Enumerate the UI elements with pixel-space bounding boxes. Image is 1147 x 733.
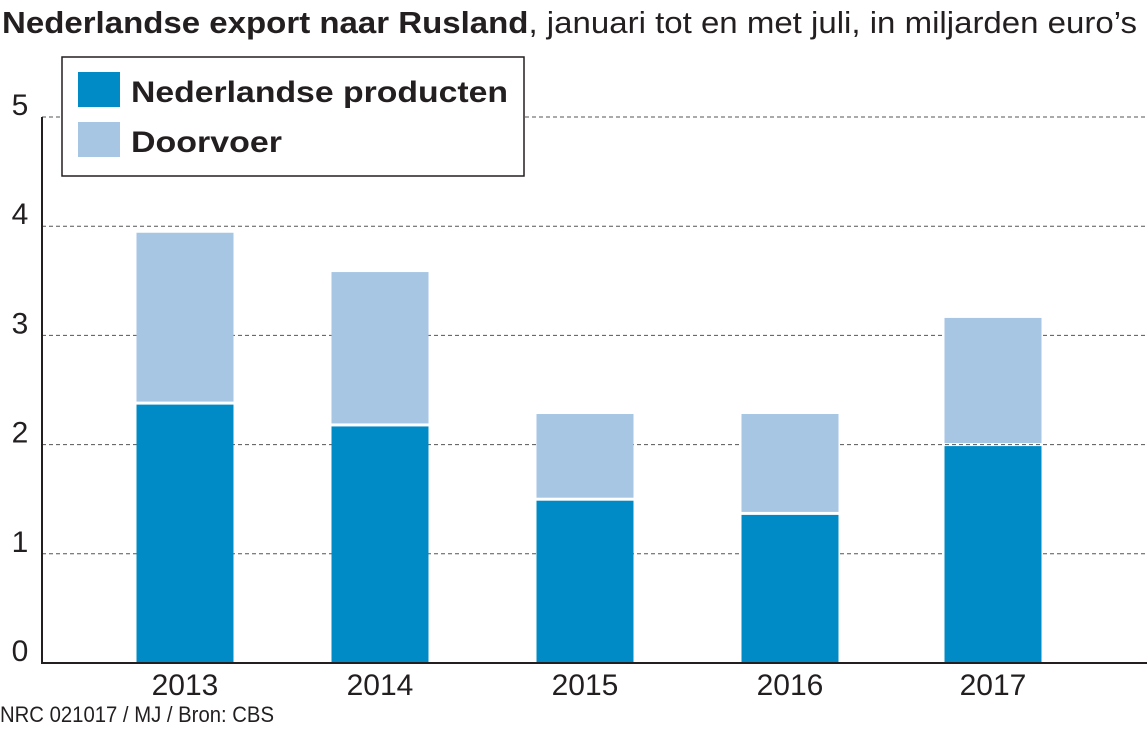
source-note: NRC 021017 / MJ / Bron: CBS (0, 702, 274, 727)
x-tick-label: 2014 (347, 669, 414, 702)
legend-swatch-doorvoer (78, 122, 120, 157)
bar-2016-nederlandse-producten (741, 514, 839, 663)
chart-title-rest: , januari tot en met juli, in miljarden … (528, 5, 1137, 40)
bar-2017-doorvoer (944, 317, 1042, 444)
y-tick-label: 5 (12, 89, 29, 122)
legend-label-doorvoer: Doorvoer (131, 126, 282, 159)
bar-2014-doorvoer (331, 272, 429, 424)
x-axis-labels: 2013 2014 2015 2016 2017 (152, 669, 1027, 702)
legend-swatch-nederlandse-producten (78, 72, 120, 107)
legend: Nederlandse producten Doorvoer (61, 56, 525, 177)
y-tick-label: 0 (12, 635, 29, 668)
bar-2013-nederlandse-producten (136, 404, 234, 663)
chart-title-bold: Nederlandse export naar Rusland (2, 5, 528, 40)
y-tick-label: 4 (12, 198, 29, 231)
y-tick-label: 3 (12, 307, 29, 340)
x-tick-label: 2016 (757, 669, 824, 702)
x-tick-label: 2017 (960, 669, 1027, 702)
y-tick-label: 2 (12, 417, 29, 450)
bar-2017-nederlandse-producten (944, 446, 1042, 663)
x-tick-label: 2013 (152, 669, 219, 702)
y-tick-label: 1 (12, 526, 29, 559)
bar-2015-nederlandse-producten (536, 500, 634, 663)
chart-title: Nederlandse export naar Rusland, januari… (2, 5, 1137, 40)
bar-2015-doorvoer (536, 414, 634, 498)
bar-2016-doorvoer (741, 414, 839, 512)
legend-label-nederlandse-producten: Nederlandse producten (131, 76, 508, 109)
legend-box (61, 56, 525, 177)
bar-2014-nederlandse-producten (331, 426, 429, 663)
bar-2013-doorvoer (136, 232, 234, 402)
y-axis-labels: 0 1 2 3 4 5 (12, 89, 29, 668)
bars (136, 232, 1042, 663)
x-tick-label: 2015 (552, 669, 619, 702)
